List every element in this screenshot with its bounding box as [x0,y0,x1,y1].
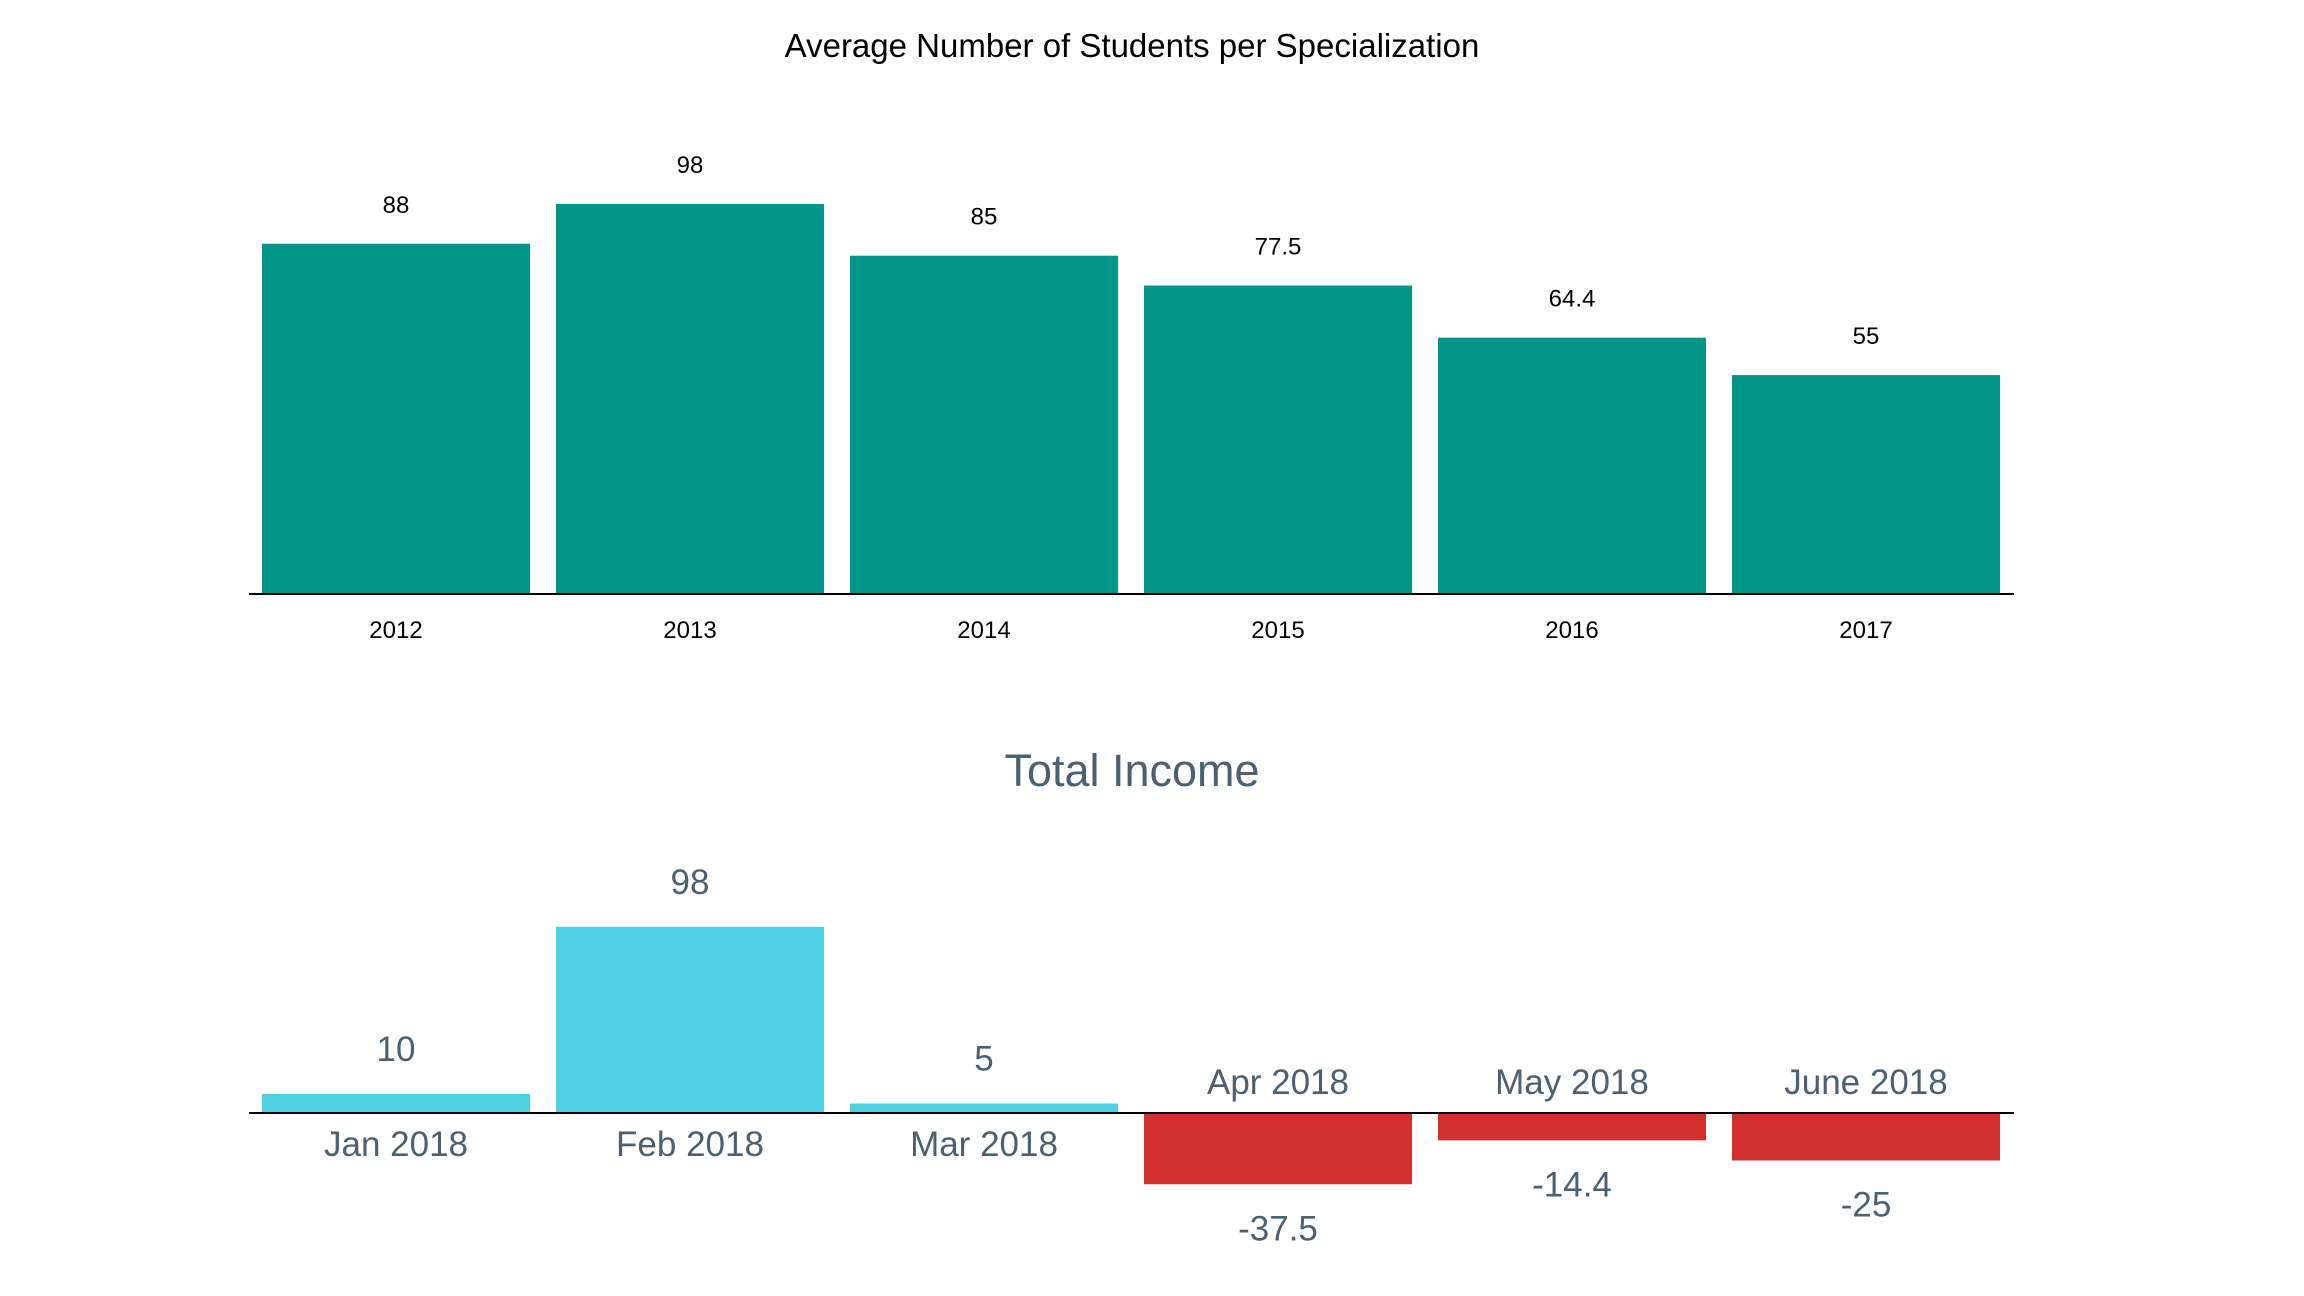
tick-label-2015: 2015 [1251,617,1304,644]
income-bars [262,926,2000,1185]
bar-2017 [1732,375,2000,594]
bar-2012 [262,243,530,594]
tick-label-2013: 2013 [663,617,716,644]
data-label-may-2018: -14.4 [1532,1165,1612,1204]
tick-label-may-2018: May 2018 [1495,1063,1649,1102]
data-label-feb-2018: 98 [671,863,710,902]
data-label-2012: 88 [383,192,410,219]
tick-label-jan-2018: Jan 2018 [324,1125,468,1164]
tick-label-apr-2018: Apr 2018 [1207,1063,1349,1102]
students-chart: Average Number of Students per Specializ… [249,27,2014,644]
tick-label-2014: 2014 [957,617,1010,644]
bar-2014 [850,255,1118,594]
tick-label-2016: 2016 [1545,617,1598,644]
bar-2013 [556,203,824,594]
students-data-labels: 88 98 85 77.5 64.4 55 [383,152,1880,350]
tick-label-2017: 2017 [1839,617,1892,644]
tick-label-2012: 2012 [369,617,422,644]
students-category-labels: 2012 2013 2014 2015 2016 2017 [369,617,1892,644]
data-label-june-2018: -25 [1841,1186,1892,1225]
bar-2016 [1438,337,1706,594]
data-label-jan-2018: 10 [377,1030,416,1069]
data-label-2015: 77.5 [1255,234,1302,261]
data-label-mar-2018: 5 [974,1040,993,1079]
income-category-labels: Jan 2018 Feb 2018 Mar 2018 Apr 2018 May 2018… [324,1063,1948,1164]
income-chart-title: Total Income [1004,745,1259,796]
bar-apr-2018 [1144,1113,1412,1185]
bar-jan-2018 [262,1094,530,1113]
students-bars [262,203,2000,594]
data-label-apr-2018: -37.5 [1238,1209,1318,1248]
bar-june-2018 [1732,1113,2000,1161]
bar-2015 [1144,285,1412,594]
bar-may-2018 [1438,1113,1706,1141]
tick-label-mar-2018: Mar 2018 [910,1125,1058,1164]
bar-feb-2018 [556,926,824,1113]
data-label-2017: 55 [1853,323,1880,350]
income-data-labels: 10 98 5 -37.5 -14.4 -25 [377,863,1892,1248]
data-label-2016: 64.4 [1549,286,1596,313]
income-chart: Total Income 10 98 5 -37.5 -14.4 -25 Jan 2018… [249,745,2014,1248]
data-label-2013: 98 [677,152,704,179]
tick-label-feb-2018: Feb 2018 [616,1125,764,1164]
data-label-2014: 85 [971,204,998,231]
students-chart-title: Average Number of Students per Specializ… [785,27,1480,64]
bar-mar-2018 [850,1103,1118,1113]
tick-label-june-2018: June 2018 [1784,1063,1947,1102]
